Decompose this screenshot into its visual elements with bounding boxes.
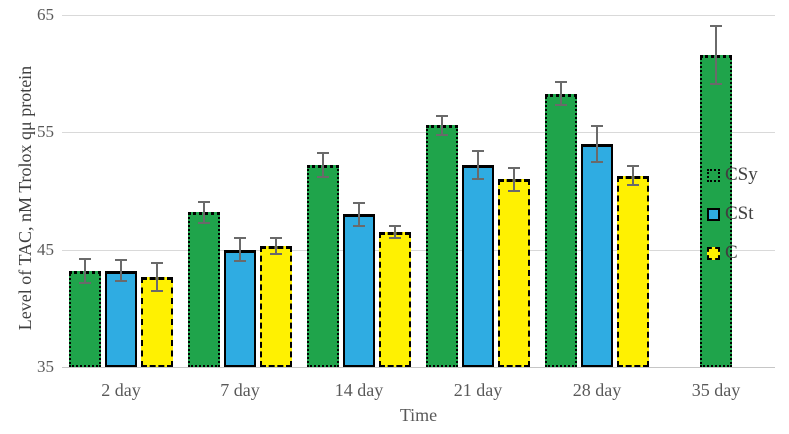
error-bar-cap-bottom bbox=[508, 190, 520, 192]
error-bar-cap-bottom bbox=[472, 178, 484, 180]
error-bar-cap-bottom bbox=[198, 222, 210, 224]
error-bar-cap-top bbox=[79, 258, 91, 260]
x-label-21-day: 21 day bbox=[453, 380, 503, 400]
error-bar-cap-top bbox=[234, 237, 246, 239]
error-bar-line bbox=[715, 26, 717, 85]
error-bar-cap-bottom bbox=[115, 280, 127, 282]
error-bar-cap-top bbox=[270, 237, 282, 239]
error-bar-cap-bottom bbox=[79, 282, 91, 284]
error-bar-line bbox=[275, 238, 277, 254]
error-bar-cap-bottom bbox=[234, 260, 246, 262]
error-bar-line bbox=[560, 82, 562, 105]
error-bar-line bbox=[358, 203, 360, 226]
error-bar-cap-bottom bbox=[710, 83, 722, 85]
legend-swatch-cst bbox=[707, 207, 720, 221]
legend-item-c: C bbox=[707, 243, 738, 263]
legend-label-csy: CSy bbox=[725, 164, 758, 185]
error-bar-cap-top bbox=[115, 259, 127, 261]
bar-cst-21-day bbox=[462, 165, 494, 367]
x-axis-title: Time bbox=[399, 405, 438, 425]
error-bar-line bbox=[394, 226, 396, 238]
error-bar-line bbox=[156, 263, 158, 291]
bar-c-28-day bbox=[617, 176, 649, 367]
bar-cst-28-day bbox=[581, 144, 613, 367]
y-tick-label-45: 45 bbox=[37, 240, 54, 259]
error-bar-cap-bottom bbox=[151, 290, 163, 292]
y-axis-title: Level of TAC, nM Trolox qμ protein bbox=[15, 65, 35, 331]
gridline-y65 bbox=[62, 15, 775, 16]
error-bar-line bbox=[322, 153, 324, 176]
bar-c-14-day bbox=[379, 232, 411, 367]
error-bar-cap-bottom bbox=[436, 134, 448, 136]
gridline-y45 bbox=[62, 250, 775, 251]
x-label-7-day: 7 day bbox=[220, 380, 260, 400]
bar-cst-2-day bbox=[105, 271, 137, 367]
error-bar-cap-top bbox=[710, 25, 722, 27]
bar-csy-28-day bbox=[545, 94, 577, 367]
error-bar-line bbox=[84, 259, 86, 282]
error-bar-cap-bottom bbox=[555, 104, 567, 106]
error-bar-line bbox=[203, 202, 205, 223]
bar-csy-14-day bbox=[307, 165, 339, 367]
x-label-14-day: 14 day bbox=[334, 380, 384, 400]
gridline-y55 bbox=[62, 132, 775, 133]
error-bar-cap-bottom bbox=[270, 253, 282, 255]
legend-item-csy: CSy bbox=[707, 165, 758, 185]
y-tick-label-55: 55 bbox=[37, 122, 54, 141]
error-bar-line bbox=[596, 126, 598, 161]
error-bar-cap-top bbox=[591, 125, 603, 127]
legend-label-c: C bbox=[725, 242, 738, 263]
x-label-28-day: 28 day bbox=[572, 380, 622, 400]
error-bar-cap-bottom bbox=[317, 176, 329, 178]
error-bar-cap-top bbox=[317, 152, 329, 154]
x-axis-line bbox=[62, 367, 775, 368]
legend-swatch-csy bbox=[707, 168, 720, 182]
bar-csy-7-day bbox=[188, 212, 220, 367]
error-bar-line bbox=[632, 166, 634, 185]
error-bar-cap-top bbox=[436, 115, 448, 117]
y-tick-label-65: 65 bbox=[37, 5, 54, 24]
error-bar-cap-bottom bbox=[389, 237, 401, 239]
bar-c-7-day bbox=[260, 246, 292, 367]
error-bar-cap-top bbox=[555, 81, 567, 83]
error-bar-cap-bottom bbox=[627, 184, 639, 186]
error-bar-cap-top bbox=[627, 165, 639, 167]
bar-csy-2-day bbox=[69, 271, 101, 367]
error-bar-cap-top bbox=[353, 202, 365, 204]
x-label-35-day: 35 day bbox=[691, 380, 741, 400]
bar-c-21-day bbox=[498, 179, 530, 367]
bar-cst-7-day bbox=[224, 250, 256, 367]
error-bar-cap-bottom bbox=[353, 225, 365, 227]
bar-csy-21-day bbox=[426, 125, 458, 367]
error-bar-cap-top bbox=[472, 150, 484, 152]
bar-c-2-day bbox=[141, 277, 173, 367]
error-bar-cap-bottom bbox=[591, 161, 603, 163]
bar-cst-14-day bbox=[343, 214, 375, 367]
error-bar-line bbox=[477, 151, 479, 179]
error-bar-cap-top bbox=[508, 167, 520, 169]
error-bar-line bbox=[239, 238, 241, 261]
error-bar-line bbox=[441, 116, 443, 135]
legend-label-cst: CSt bbox=[725, 203, 754, 224]
x-label-2-day: 2 day bbox=[101, 380, 141, 400]
error-bar-cap-top bbox=[198, 201, 210, 203]
error-bar-line bbox=[120, 260, 122, 281]
error-bar-cap-top bbox=[151, 262, 163, 264]
legend-swatch-c bbox=[707, 246, 720, 260]
y-tick-label-35: 35 bbox=[37, 357, 54, 376]
error-bar-cap-top bbox=[389, 225, 401, 227]
error-bar-line bbox=[513, 168, 515, 191]
legend-item-cst: CSt bbox=[707, 204, 754, 224]
